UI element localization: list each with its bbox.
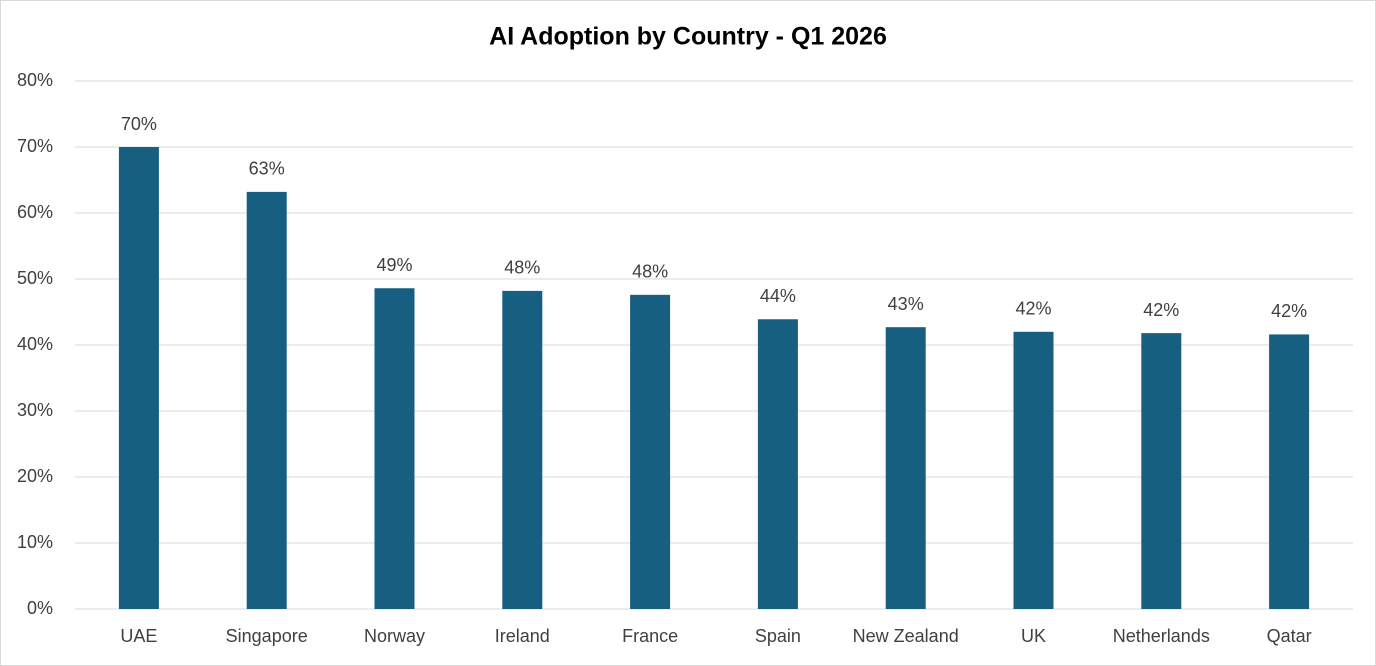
x-tick-label: Netherlands [1113,626,1210,646]
x-tick-label: Qatar [1267,626,1312,646]
value-label: 48% [504,258,540,278]
y-tick-label: 60% [17,202,53,222]
x-tick-label: UAE [120,626,157,646]
x-tick-label: Ireland [495,626,550,646]
value-label: 49% [376,255,412,275]
y-tick-label: 40% [17,334,53,354]
bar [118,147,159,609]
value-label: 63% [249,159,285,179]
value-label: 42% [1015,299,1051,319]
x-tick-label: Norway [364,626,425,646]
bar [1013,331,1054,609]
y-tick-label: 80% [17,70,53,90]
bar [757,319,798,609]
x-tick-label: Spain [755,626,801,646]
value-label: 70% [121,114,157,134]
x-tick-label: UK [1021,626,1046,646]
x-tick-label: New Zealand [853,626,959,646]
bar [1141,333,1182,609]
value-label: 48% [632,262,668,282]
bar [630,294,671,609]
x-tick-label: Singapore [226,626,308,646]
bar [502,290,543,609]
y-tick-label: 20% [17,466,53,486]
value-label: 42% [1271,301,1307,321]
bar [374,288,415,609]
x-tick-label: France [622,626,678,646]
value-label: 42% [1143,300,1179,320]
value-label: 44% [760,286,796,306]
chart-title: AI Adoption by Country - Q1 2026 [489,23,887,51]
y-tick-label: 30% [17,400,53,420]
value-label: 43% [888,294,924,314]
y-tick-label: 0% [27,598,53,618]
bar [1269,334,1310,609]
bar [246,191,287,609]
y-tick-label: 70% [17,136,53,156]
y-tick-label: 50% [17,268,53,288]
bar [885,327,926,609]
y-tick-label: 10% [17,532,53,552]
